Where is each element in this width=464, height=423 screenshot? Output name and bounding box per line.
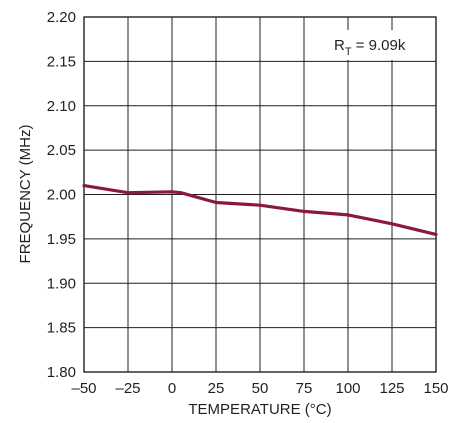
y-axis-title: FREQUENCY (MHz) bbox=[17, 125, 34, 264]
x-tick-label: 25 bbox=[208, 380, 225, 397]
x-tick-label: 75 bbox=[296, 380, 313, 397]
x-tick-labels: –50 –25 0 25 50 75 100 125 150 bbox=[71, 380, 448, 397]
series-line bbox=[82, 184, 438, 236]
rt-annotation: RT = 9.09k bbox=[334, 37, 406, 58]
x-tick-label: 100 bbox=[335, 380, 360, 397]
series-layer bbox=[82, 184, 438, 236]
x-tick-label: 0 bbox=[168, 380, 176, 397]
annotation-background bbox=[330, 30, 420, 60]
y-tick-labels: 1.80 1.85 1.90 1.95 2.00 2.05 2.10 2.15 2.20 bbox=[47, 9, 76, 381]
y-tick-label: 2.15 bbox=[47, 53, 76, 70]
x-tick-label: 125 bbox=[379, 380, 404, 397]
y-tick-label: 2.05 bbox=[47, 142, 76, 159]
y-tick-label: 1.80 bbox=[47, 364, 76, 381]
y-tick-label: 1.90 bbox=[47, 275, 76, 292]
x-tick-label: –50 bbox=[71, 380, 96, 397]
rt-annotation-sub: T bbox=[345, 46, 352, 58]
x-tick-label: 150 bbox=[423, 380, 448, 397]
y-tick-label: 2.00 bbox=[47, 187, 76, 204]
rt-annotation-main: R bbox=[334, 37, 345, 54]
y-tick-label: 2.10 bbox=[47, 98, 76, 115]
y-tick-label: 2.20 bbox=[47, 9, 76, 26]
rt-annotation-value: = 9.09k bbox=[352, 37, 406, 54]
x-axis-title: TEMPERATURE (°C) bbox=[188, 401, 331, 418]
x-tick-label: –25 bbox=[115, 380, 140, 397]
x-tick-label: 50 bbox=[252, 380, 269, 397]
grid bbox=[83, 16, 437, 373]
plot-frame bbox=[83, 16, 437, 373]
y-tick-label: 1.85 bbox=[47, 320, 76, 337]
y-tick-label: 1.95 bbox=[47, 231, 76, 248]
